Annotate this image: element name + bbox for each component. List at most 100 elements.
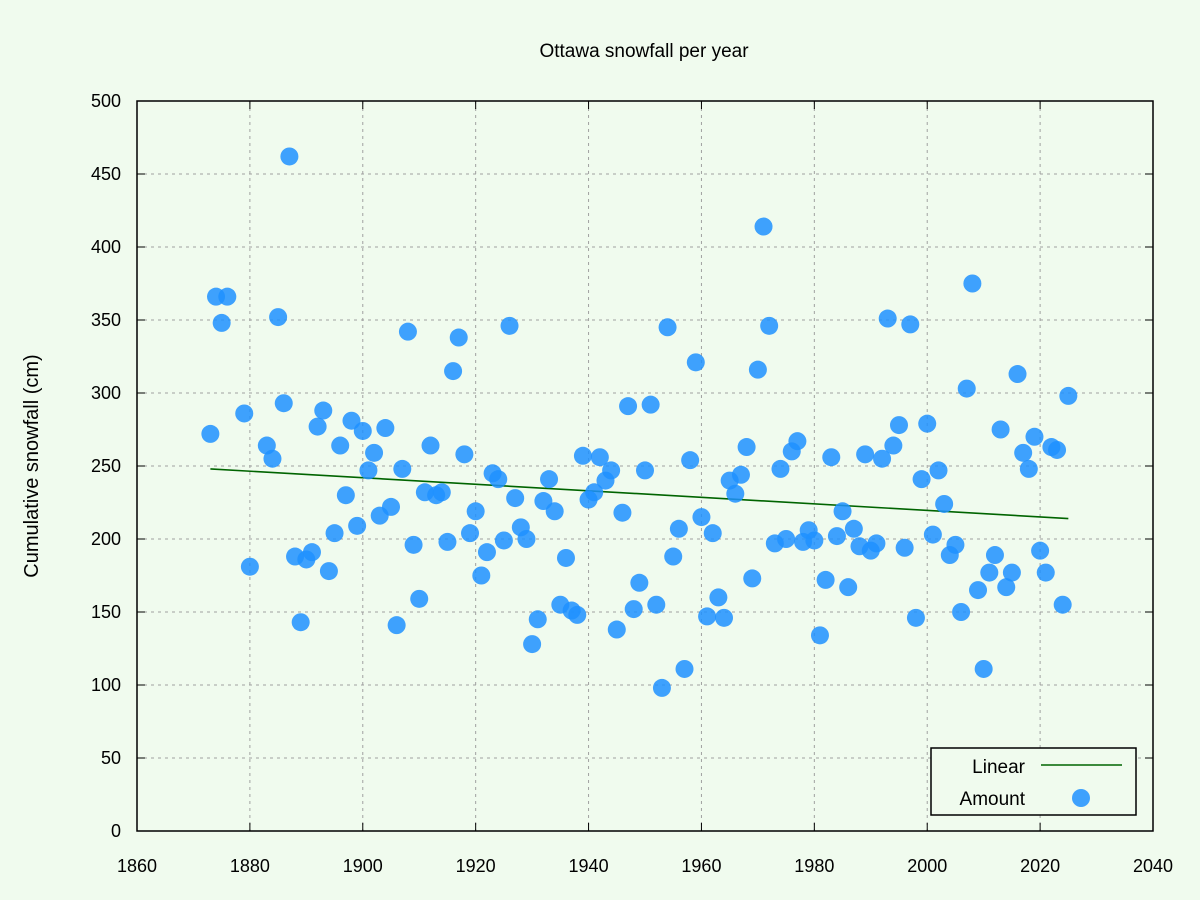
data-point bbox=[472, 566, 491, 585]
data-point bbox=[929, 461, 948, 480]
data-point bbox=[754, 217, 773, 236]
data-point bbox=[218, 287, 237, 306]
data-point bbox=[1059, 386, 1078, 405]
data-point bbox=[715, 608, 734, 627]
y-tick-label: 250 bbox=[91, 456, 121, 476]
data-point bbox=[1036, 563, 1055, 582]
x-tick-label: 1900 bbox=[343, 856, 383, 876]
x-tick-label: 1860 bbox=[117, 856, 157, 876]
data-point bbox=[686, 353, 705, 372]
data-point bbox=[613, 503, 632, 522]
data-point bbox=[274, 394, 293, 413]
data-point bbox=[365, 443, 384, 462]
data-point bbox=[878, 309, 897, 328]
data-point bbox=[348, 516, 367, 535]
data-point bbox=[466, 502, 485, 521]
data-point bbox=[269, 308, 288, 327]
data-point bbox=[692, 508, 711, 527]
data-point bbox=[302, 543, 321, 562]
data-point bbox=[438, 532, 457, 551]
data-point bbox=[393, 459, 412, 478]
data-point bbox=[957, 379, 976, 398]
y-tick-label: 450 bbox=[91, 164, 121, 184]
data-point bbox=[602, 461, 621, 480]
grid bbox=[137, 101, 1153, 831]
data-point bbox=[1014, 443, 1033, 462]
data-point bbox=[669, 519, 688, 538]
data-point bbox=[291, 613, 310, 632]
data-point bbox=[556, 548, 575, 567]
x-tick-label: 2040 bbox=[1133, 856, 1173, 876]
data-point bbox=[709, 588, 728, 607]
data-point bbox=[336, 486, 355, 505]
scatter-points bbox=[201, 147, 1078, 697]
data-point bbox=[517, 530, 536, 548]
data-point bbox=[308, 417, 327, 436]
data-point bbox=[568, 605, 587, 624]
data-point bbox=[952, 603, 971, 621]
legend-label-linear: Linear bbox=[972, 757, 1025, 778]
legend-label-amount: Amount bbox=[960, 789, 1026, 810]
data-point bbox=[963, 274, 982, 293]
data-point bbox=[969, 581, 988, 600]
legend-swatch-amount bbox=[1072, 789, 1090, 807]
data-point bbox=[1008, 365, 1027, 384]
trend-line-layer bbox=[210, 468, 1069, 520]
data-point bbox=[641, 395, 660, 414]
chart-title: Ottawa snowfall per year bbox=[539, 41, 749, 62]
data-point bbox=[985, 546, 1004, 565]
y-axis-title: Cumulative snowfall (cm) bbox=[21, 354, 43, 577]
data-point bbox=[432, 483, 451, 502]
data-point bbox=[906, 608, 925, 627]
data-point bbox=[647, 595, 666, 614]
legend-box bbox=[930, 747, 1137, 816]
data-point bbox=[545, 502, 564, 521]
data-point bbox=[1002, 563, 1021, 582]
data-point bbox=[946, 535, 965, 554]
data-point bbox=[607, 620, 626, 639]
data-point bbox=[444, 362, 463, 381]
data-point bbox=[449, 328, 468, 347]
data-point bbox=[788, 432, 807, 451]
data-point bbox=[201, 424, 220, 443]
data-point bbox=[477, 543, 496, 562]
x-tick-label: 2000 bbox=[907, 856, 947, 876]
y-tick-label: 150 bbox=[91, 602, 121, 622]
y-tick-label: 400 bbox=[91, 237, 121, 257]
data-point bbox=[387, 616, 406, 635]
data-point bbox=[890, 416, 908, 435]
data-point bbox=[895, 538, 914, 557]
data-point bbox=[760, 316, 779, 335]
data-point bbox=[698, 607, 717, 626]
data-point bbox=[703, 524, 722, 543]
y-tick-label: 350 bbox=[91, 310, 121, 330]
data-point bbox=[884, 436, 903, 455]
data-point bbox=[376, 419, 395, 438]
data-point bbox=[675, 659, 694, 678]
data-point bbox=[494, 531, 513, 550]
data-point bbox=[867, 534, 886, 553]
data-point bbox=[382, 497, 400, 516]
data-point bbox=[500, 316, 519, 335]
data-point bbox=[731, 465, 750, 484]
data-point bbox=[901, 315, 920, 334]
x-tick-label: 1980 bbox=[794, 856, 834, 876]
y-tick-label: 200 bbox=[91, 529, 121, 549]
data-point bbox=[658, 318, 677, 337]
data-point bbox=[743, 569, 762, 588]
data-point bbox=[590, 448, 609, 467]
x-tick-label: 1880 bbox=[230, 856, 270, 876]
data-point bbox=[664, 547, 683, 566]
data-point bbox=[528, 610, 547, 629]
data-point bbox=[771, 459, 790, 478]
data-point bbox=[630, 573, 649, 592]
data-point bbox=[1053, 595, 1072, 614]
data-point bbox=[619, 397, 638, 416]
data-point bbox=[319, 562, 338, 581]
data-point bbox=[624, 600, 643, 619]
data-point bbox=[421, 436, 440, 455]
data-point bbox=[810, 626, 829, 645]
data-point bbox=[1048, 440, 1067, 459]
data-point bbox=[398, 322, 417, 341]
